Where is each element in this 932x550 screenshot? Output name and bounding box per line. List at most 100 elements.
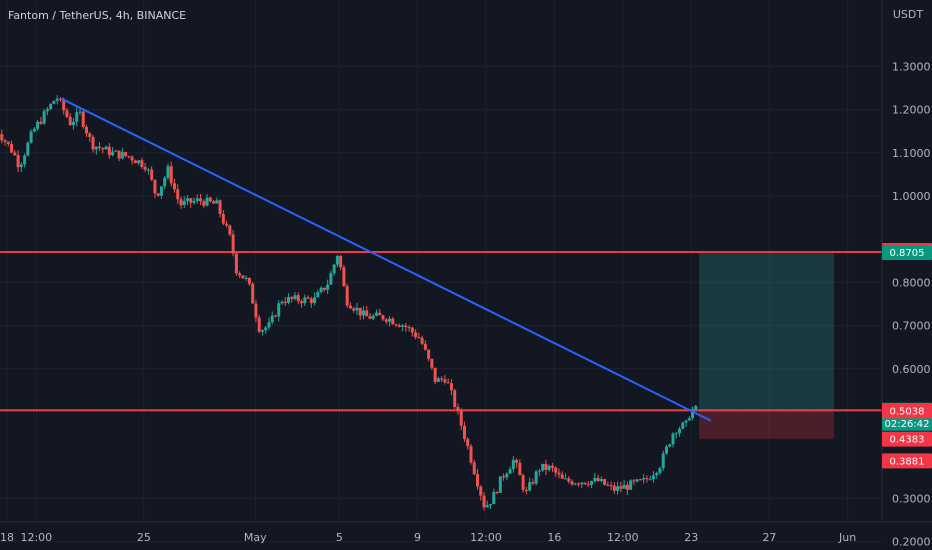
- candle-body: [687, 418, 691, 421]
- candle-body: [374, 312, 378, 316]
- candle-body: [479, 486, 483, 496]
- candle-body: [300, 301, 304, 304]
- candle-body: [290, 296, 294, 299]
- candle-body: [189, 198, 193, 203]
- time-tick-label: 25: [137, 531, 151, 544]
- candle-body: [98, 146, 102, 149]
- candle-body: [505, 473, 509, 478]
- profit-zone[interactable]: [699, 251, 834, 411]
- trendline[interactable]: [61, 97, 712, 422]
- candle-body: [466, 438, 470, 447]
- price-tag: [882, 403, 932, 419]
- candle-body: [208, 197, 212, 202]
- candle-body: [580, 482, 584, 485]
- time-tick-label: Jun: [838, 531, 856, 544]
- candle-body: [417, 337, 421, 339]
- candle-body: [85, 126, 89, 134]
- candle-body: [511, 459, 515, 470]
- descending-trendline[interactable]: [61, 97, 712, 422]
- candle-body: [577, 483, 581, 485]
- candle-body: [476, 474, 480, 487]
- candle-body: [462, 425, 466, 439]
- candle-body: [567, 478, 571, 482]
- candle-body: [453, 390, 457, 407]
- candle-body: [635, 479, 639, 482]
- candle-body: [629, 480, 633, 490]
- long-position-zones[interactable]: [699, 251, 834, 439]
- candle-body: [65, 110, 69, 117]
- candle-body: [645, 478, 649, 480]
- candle-body: [401, 325, 405, 327]
- candle-body: [622, 484, 626, 489]
- price-tag: [882, 453, 932, 469]
- candle-body: [251, 283, 255, 304]
- candle-body: [544, 463, 548, 470]
- candle-body: [430, 358, 434, 368]
- price-axis[interactable]: 1.3000 1.2000 1.1000 1.0000 0.8000 0.7000 0.60…: [892, 60, 931, 548]
- candle-body: [146, 169, 150, 171]
- candle-body: [293, 295, 297, 299]
- candle-body: [244, 277, 248, 279]
- candle-body: [335, 255, 339, 265]
- candle-body: [358, 307, 362, 316]
- candle-body: [319, 287, 323, 293]
- price-tick-label: 1.1000: [892, 147, 931, 160]
- candle-body: [280, 301, 284, 304]
- candle-body: [515, 459, 519, 463]
- candle-body: [606, 484, 610, 486]
- candle-body: [342, 267, 346, 287]
- candle-body: [247, 277, 251, 284]
- time-axis[interactable]: 18 12:00 25 May 5 9 12:00 16 12:00 23 27 Jun: [0, 531, 856, 544]
- candle-body: [361, 310, 365, 316]
- candle-body: [140, 160, 144, 167]
- time-tick-label: 12:00: [20, 531, 52, 544]
- candle-body: [62, 99, 66, 111]
- candle-body: [632, 480, 636, 482]
- candle-body: [127, 156, 131, 158]
- price-tick-label: 0.6000: [892, 363, 931, 376]
- candle-body: [52, 100, 56, 104]
- candle-body: [234, 253, 238, 274]
- price-tick-label: 0.8000: [892, 276, 931, 289]
- candle-body: [440, 378, 444, 380]
- candle-body: [414, 332, 418, 338]
- candle-body: [619, 486, 623, 489]
- candle-body: [443, 379, 447, 383]
- candle-body: [534, 471, 538, 484]
- candle-body: [537, 470, 541, 472]
- candle-body: [192, 200, 196, 203]
- candle-body: [599, 479, 603, 482]
- candle-body: [339, 255, 343, 268]
- candle-body: [456, 406, 460, 411]
- candle-body: [404, 325, 408, 328]
- candle-body: [436, 378, 440, 382]
- candle-body: [42, 111, 46, 124]
- time-tick-label: 12:00: [607, 531, 639, 544]
- candle-body: [267, 322, 271, 328]
- candle-body: [583, 482, 587, 485]
- candle-body: [186, 198, 190, 201]
- stop-zone[interactable]: [699, 410, 834, 439]
- candle-body: [277, 303, 281, 317]
- time-tick-label: May: [244, 531, 267, 544]
- countdown-label: 02:26:42: [885, 419, 930, 430]
- price-tag: [882, 244, 932, 260]
- candle-body: [179, 199, 183, 206]
- candle-body: [550, 465, 554, 468]
- candle-body: [212, 201, 216, 204]
- candle-body: [133, 160, 137, 164]
- candle-body: [531, 482, 535, 484]
- horizontal-levels[interactable]: [0, 250, 882, 412]
- candle-body: [547, 465, 551, 470]
- candle-body: [49, 103, 53, 110]
- candle-body: [528, 482, 532, 491]
- candle-body: [521, 475, 525, 490]
- candle-body: [664, 446, 668, 454]
- candle-body: [642, 478, 646, 480]
- candle-body: [397, 325, 401, 327]
- candle-body: [482, 495, 486, 508]
- candle-body: [137, 160, 141, 164]
- candle-body: [124, 152, 128, 157]
